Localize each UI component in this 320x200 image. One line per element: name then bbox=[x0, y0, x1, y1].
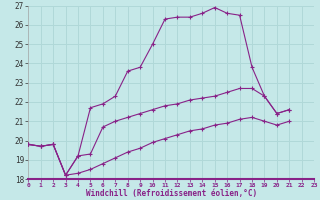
X-axis label: Windchill (Refroidissement éolien,°C): Windchill (Refroidissement éolien,°C) bbox=[86, 189, 257, 198]
